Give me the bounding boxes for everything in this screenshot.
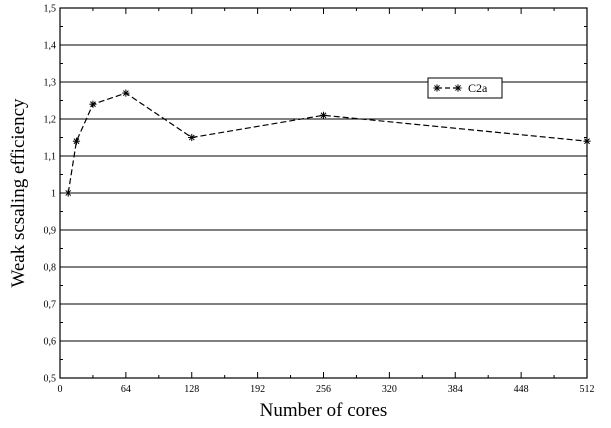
data-point (188, 133, 196, 142)
asterisk-stroke (320, 112, 327, 119)
x-tick-label: 512 (580, 384, 595, 395)
ticks: 0,5 0,6 0,7 0,8 0,9 1 1,1 1,2 1,3 1,4 1,5 0 64 128 192… (44, 4, 595, 396)
y-tick-label: 0,7 (44, 300, 57, 311)
series (64, 89, 591, 197)
asterisk-stroke (584, 138, 590, 145)
y-tick-label: 1,2 (44, 115, 57, 126)
y-tick-label: 1 (51, 189, 56, 200)
legend-box (427, 77, 503, 99)
x-tick-label: 0 (58, 384, 63, 395)
legend-label: C2a (468, 81, 488, 95)
series-line (67, 92, 588, 194)
x-tick-label: 192 (250, 384, 265, 395)
asterisk-stroke (65, 190, 72, 196)
y-tick-label: 0,9 (44, 226, 57, 237)
x-tick-label: 448 (514, 384, 529, 395)
asterisk-stroke (188, 134, 195, 141)
x-tick-label: 384 (448, 384, 463, 395)
asterisk-stroke (434, 85, 440, 91)
data-point (122, 89, 130, 97)
legend: C2a (427, 77, 503, 99)
x-tick-label: 64 (121, 384, 131, 395)
x-tick-label: 256 (316, 384, 331, 395)
data-point (89, 100, 97, 108)
asterisk-stroke (90, 101, 96, 108)
data-point (583, 137, 591, 145)
y-tick-label: 0,6 (44, 337, 57, 348)
y-tick-label: 1,5 (44, 4, 57, 15)
asterisk-stroke (122, 90, 129, 96)
y-tick-label: 1,3 (44, 78, 57, 89)
y-tick-label: 0,5 (44, 374, 57, 385)
data-point (64, 189, 72, 197)
grid (60, 44, 587, 342)
y-tick-label: 0,8 (44, 263, 57, 274)
data-point (319, 111, 328, 119)
y-tick-label: 1,1 (44, 152, 57, 163)
legend-marker (454, 84, 462, 92)
asterisk-stroke (73, 138, 80, 145)
asterisk-stroke (455, 85, 461, 91)
data-point (72, 137, 81, 145)
y-axis-title: Weak scsaling efficiency (8, 98, 29, 288)
legend-marker (433, 84, 441, 92)
x-tick-label: 320 (382, 384, 397, 395)
x-axis-title: Number of cores (260, 400, 388, 421)
y-tick-label: 1,4 (44, 41, 57, 52)
x-tick-label: 128 (184, 384, 199, 395)
